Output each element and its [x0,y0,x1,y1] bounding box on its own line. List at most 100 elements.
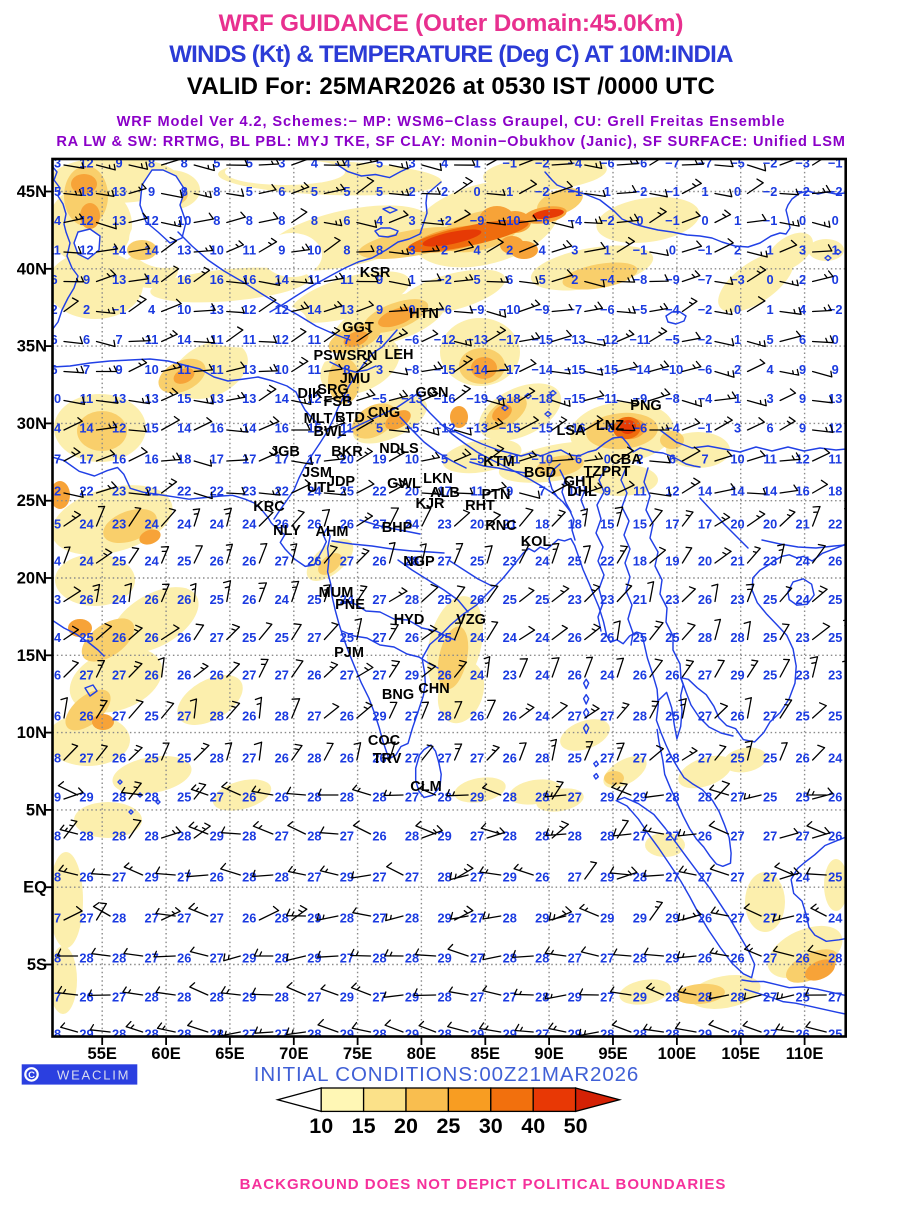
svg-text:27: 27 [763,709,777,724]
svg-text:−14: −14 [629,362,652,377]
svg-text:29: 29 [665,951,679,966]
svg-text:24: 24 [535,668,550,683]
svg-text:28: 28 [600,829,614,844]
svg-text:GGN: GGN [415,385,448,401]
svg-text:27: 27 [698,870,712,885]
svg-text:26: 26 [372,829,386,844]
svg-text:BGD: BGD [524,465,556,481]
svg-text:ALB: ALB [430,485,460,501]
svg-text:27: 27 [372,630,386,645]
svg-text:−2: −2 [828,184,843,199]
svg-text:2: 2 [799,272,806,287]
svg-text:8: 8 [181,156,188,171]
svg-text:26: 26 [372,554,386,569]
svg-text:JMU: JMU [340,371,371,387]
svg-text:28: 28 [568,829,582,844]
svg-text:−1: −1 [665,213,680,228]
svg-text:25: 25 [242,630,256,645]
svg-text:28: 28 [144,1027,158,1042]
svg-text:28: 28 [503,829,517,844]
svg-text:14: 14 [144,272,159,287]
svg-text:25: 25 [568,751,582,766]
svg-text:12: 12 [275,332,289,347]
svg-text:18: 18 [568,517,582,532]
svg-text:−1: −1 [763,213,778,228]
svg-text:6: 6 [767,421,774,436]
svg-text:11: 11 [340,272,354,287]
svg-text:12: 12 [79,213,93,228]
svg-text:12: 12 [665,484,679,499]
svg-text:2: 2 [734,243,741,258]
svg-text:27: 27 [210,630,224,645]
svg-text:27: 27 [112,709,126,724]
svg-text:3: 3 [408,243,415,258]
svg-text:7: 7 [343,332,350,347]
svg-text:5: 5 [213,156,220,171]
svg-text:−2: −2 [535,156,550,171]
svg-text:5: 5 [441,452,448,467]
svg-text:26: 26 [503,751,517,766]
svg-text:9: 9 [832,362,839,377]
svg-text:28: 28 [405,592,419,607]
svg-text:25: 25 [210,592,224,607]
svg-text:−12: −12 [434,421,456,436]
svg-text:−11: −11 [597,391,618,406]
svg-text:28: 28 [828,951,842,966]
svg-text:−2: −2 [437,272,452,287]
svg-text:28: 28 [275,911,289,926]
svg-text:GGT: GGT [342,320,374,336]
svg-text:26: 26 [795,951,809,966]
svg-text:6: 6 [506,272,513,287]
svg-text:−3: −3 [730,272,745,287]
svg-text:27: 27 [210,911,224,926]
svg-text:28: 28 [47,951,61,966]
svg-text:5: 5 [311,184,318,199]
svg-text:28: 28 [47,829,61,844]
svg-text:29: 29 [210,829,224,844]
svg-text:26: 26 [112,751,126,766]
svg-text:28: 28 [665,790,679,805]
svg-text:9: 9 [799,421,806,436]
svg-text:28: 28 [210,990,224,1005]
svg-text:27: 27 [47,911,61,926]
svg-text:17: 17 [698,517,712,532]
svg-text:−16: −16 [564,421,586,436]
svg-text:27: 27 [470,951,484,966]
svg-text:27: 27 [470,990,484,1005]
svg-text:13: 13 [79,184,93,199]
svg-text:13: 13 [112,213,126,228]
svg-text:17: 17 [665,517,679,532]
svg-text:27: 27 [600,751,614,766]
svg-text:1: 1 [734,391,741,406]
svg-text:23: 23 [828,668,842,683]
svg-text:11: 11 [308,332,322,347]
svg-text:26: 26 [210,554,224,569]
svg-text:26: 26 [177,951,191,966]
svg-text:23: 23 [503,668,517,683]
svg-text:NDLS: NDLS [379,441,419,457]
svg-text:1: 1 [604,184,611,199]
svg-text:15: 15 [633,517,647,532]
svg-text:−9: −9 [665,272,680,287]
svg-text:11: 11 [243,243,257,258]
svg-text:22: 22 [210,484,224,499]
svg-text:3: 3 [408,156,415,171]
svg-text:WINDS (Kt) & TEMPERATURE (Deg: WINDS (Kt) & TEMPERATURE (Deg C) AT 10M:… [169,41,733,68]
svg-text:−9: −9 [633,391,648,406]
svg-text:−13: −13 [564,332,586,347]
svg-text:12: 12 [828,421,842,436]
svg-text:26: 26 [307,668,321,683]
svg-text:4: 4 [539,243,547,258]
svg-text:27: 27 [698,668,712,683]
svg-text:27: 27 [633,829,647,844]
svg-text:−15: −15 [531,421,553,436]
svg-text:27: 27 [763,951,777,966]
svg-text:14: 14 [698,484,713,499]
svg-text:27: 27 [405,870,419,885]
svg-text:26: 26 [828,554,842,569]
svg-text:24: 24 [307,484,322,499]
svg-text:27: 27 [698,709,712,724]
svg-text:11: 11 [47,243,61,258]
svg-text:−17: −17 [499,332,521,347]
svg-text:27: 27 [275,1027,289,1042]
